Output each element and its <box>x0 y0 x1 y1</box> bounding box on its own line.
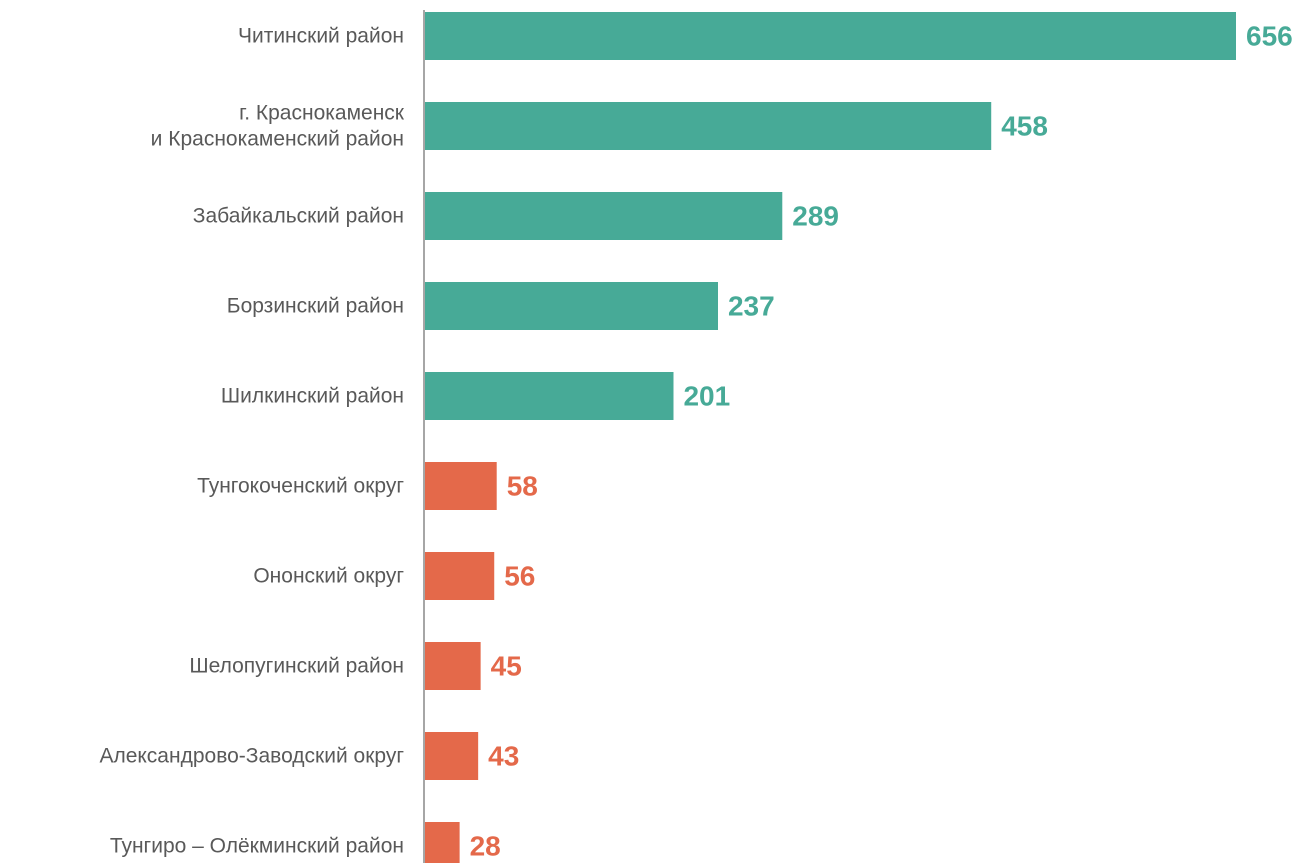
category-label-3: Борзинский район <box>227 295 404 318</box>
value-label-5: 58 <box>507 471 538 502</box>
category-label-1-line-0: г. Краснокаменск <box>239 102 405 125</box>
category-label-4: Шилкинский район <box>221 385 404 408</box>
value-label-3: 237 <box>728 291 775 322</box>
value-label-8: 43 <box>488 741 519 772</box>
bar-5 <box>425 462 497 510</box>
bar-8 <box>425 732 479 780</box>
category-label-2: Забайкальский район <box>193 205 404 228</box>
value-labels-layer: 656 458 289 237 201 58 56 45 43 28 <box>470 21 1293 862</box>
value-label-2: 289 <box>792 201 839 232</box>
value-label-1: 458 <box>1001 111 1048 142</box>
value-label-7: 45 <box>491 651 522 682</box>
bar-1 <box>425 102 992 150</box>
category-label-6: Ононский округ <box>253 565 404 588</box>
value-label-9: 28 <box>470 831 501 862</box>
category-label-1-line-1: и Краснокаменский район <box>151 128 404 151</box>
bar-0 <box>425 12 1236 60</box>
bar-7 <box>425 642 481 690</box>
bars-layer <box>425 12 1236 863</box>
category-label-5: Тунгокоченский округ <box>197 475 404 498</box>
value-label-4: 201 <box>683 381 730 412</box>
category-label-7: Шелопугинский район <box>189 655 404 678</box>
value-label-0: 656 <box>1246 21 1293 52</box>
bar-9 <box>425 822 460 863</box>
category-label-0: Читинский район <box>238 25 404 48</box>
bar-6 <box>425 552 495 600</box>
category-labels-layer: Читинский район г. Краснокаменск и Краснок… <box>99 25 404 858</box>
bar-4 <box>425 372 674 420</box>
value-label-6: 56 <box>504 561 535 592</box>
category-label-8: Александрово-Заводский округ <box>99 745 404 768</box>
bar-2 <box>425 192 783 240</box>
category-label-9: Тунгиро – Олёкминский район <box>110 835 404 858</box>
bar-3 <box>425 282 718 330</box>
